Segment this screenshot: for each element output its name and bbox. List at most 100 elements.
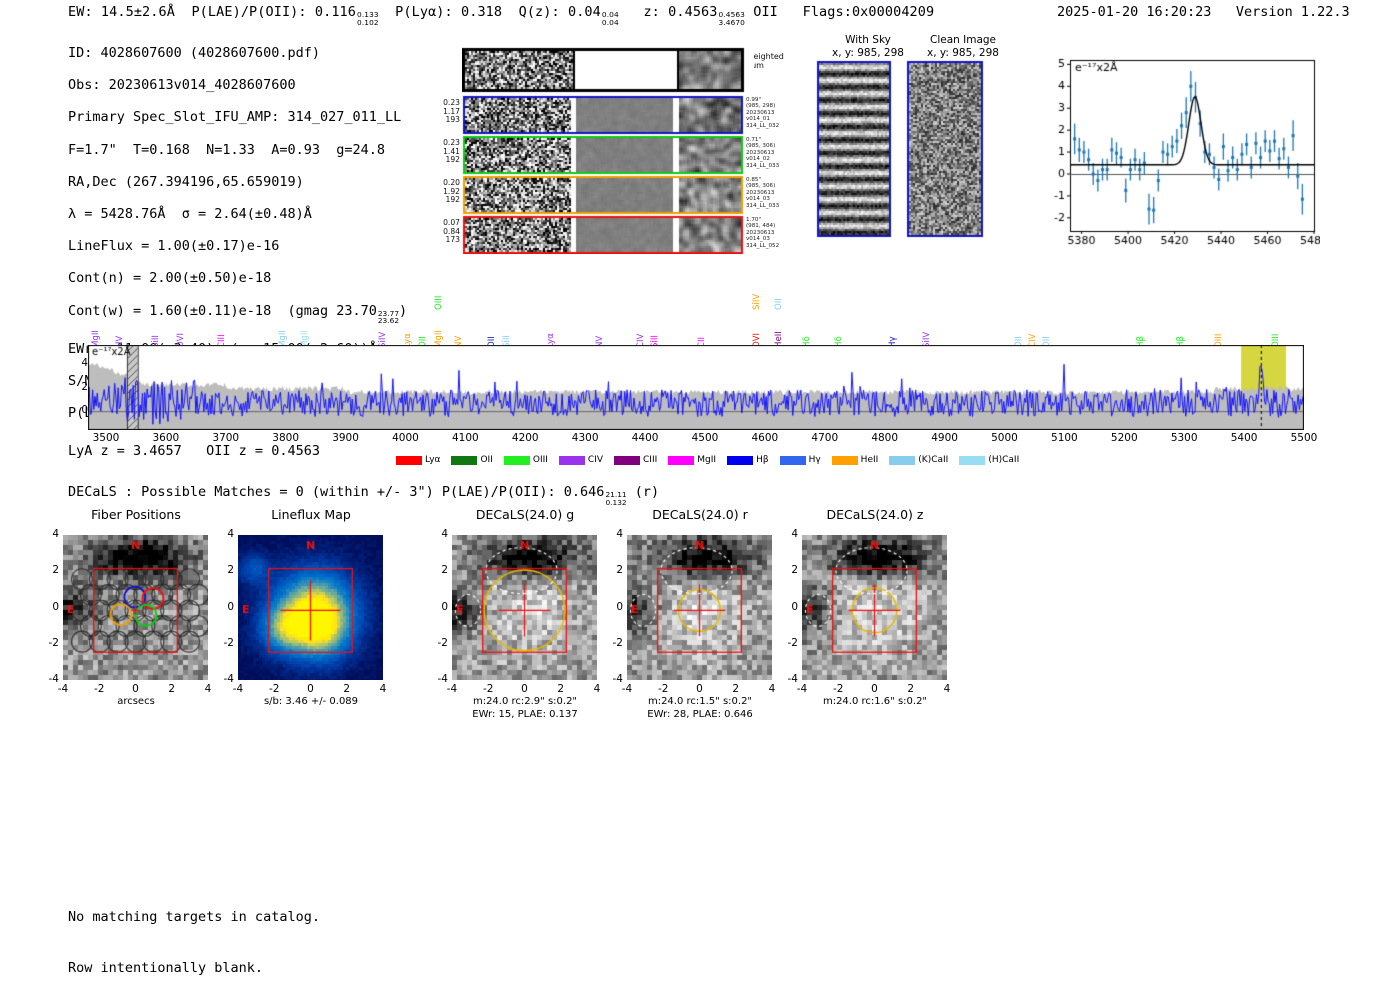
with-sky-title: With Sky x, y: 985, 298	[832, 34, 904, 59]
legend-label: MgII	[697, 455, 717, 465]
spectrum-xtick: 3900	[332, 432, 359, 444]
legend-item-OII: OII	[451, 455, 493, 465]
cutout-4-ytick: 2	[791, 564, 798, 577]
cutout-2-ytick: 4	[441, 528, 448, 540]
info-lambda: λ = 5428.76Å σ = 2.64(±0.48)Å	[68, 206, 312, 223]
cutout-caption1-4: m:24.0 rc:1.6" s:0.2"	[822, 696, 928, 707]
legend-swatch	[727, 455, 754, 465]
twod-spectra-panel: 2D Spec Pixel Flat Smoothed Weighted Sum…	[443, 32, 784, 254]
legend-item-H: Hγ	[779, 455, 821, 465]
legend-label: OII	[480, 455, 493, 465]
cutout-3-ytick: 2	[616, 564, 623, 577]
legend-swatch	[396, 455, 422, 465]
full-spectrum-plot	[88, 345, 1304, 430]
legend-item-HCaII: (H)CaII	[959, 455, 1019, 465]
cutout-0-ytick: 4	[52, 528, 59, 540]
legend-item-KCaII: (K)CaII	[889, 455, 948, 465]
line-marker-SiIV-20: SiIV	[752, 293, 762, 310]
info-radec: RA,Dec (267.394196,65.659019)	[68, 173, 304, 190]
clean-image-title: Clean Image x, y: 985, 298	[927, 34, 999, 59]
spectrum-xtick: 4700	[811, 432, 839, 444]
spec-row-4-meta: 1.70" (981, 484) 20230613 v014_03 314_LL…	[746, 217, 780, 249]
cutout-3-xtick: -2	[658, 683, 669, 695]
cutout-image-2[interactable]	[452, 535, 597, 680]
cutout-title-1: Lineflux Map	[271, 507, 351, 522]
cutout-0-ytick: 0	[52, 600, 59, 613]
spectrum-xtick: 4100	[452, 432, 479, 444]
cutout-1-ytick: 2	[227, 564, 234, 577]
spectrum-ytick: 4	[81, 356, 88, 369]
cutout-1-xtick: -2	[269, 683, 280, 695]
legend-swatch	[889, 455, 916, 465]
cutout-3-xtick: 0	[696, 683, 703, 695]
spectrum-xtick: 5400	[1230, 432, 1258, 444]
spectrum-xtick: 5100	[1051, 432, 1078, 444]
cutout-4-ytick: -4	[787, 673, 798, 685]
cutout-title-4: DECaLS(24.0) z	[826, 507, 924, 522]
legend-item-CIV: CIV	[558, 455, 603, 465]
cutout-4-ytick: 4	[791, 528, 798, 540]
spectrum-xtick: 5000	[991, 432, 1018, 444]
cutout-2-xtick: -4	[446, 683, 458, 695]
footer-line1: No matching targets in catalog.	[68, 909, 320, 925]
cutout-3-xtick: 2	[732, 683, 740, 695]
full-spectrum-canvas	[88, 345, 1304, 430]
plae-label: P(LAE)/P(OII):	[191, 4, 307, 20]
cutout-0-ytick: -4	[48, 673, 59, 685]
cutout-title-3: DECaLS(24.0) r	[652, 507, 748, 522]
ew-label: EW:	[68, 4, 93, 20]
spec-row-1-meta: 0.99" (985, 298) 20230613 v014_01 314_LL…	[746, 97, 780, 129]
plae-errors: 0.133 0.102	[357, 10, 379, 27]
legend-label: OIII	[532, 455, 548, 465]
cutout-caption1-3: m:24.0 rc:1.5" s:0.2"	[647, 696, 753, 707]
spectrum-xtick: 4600	[751, 432, 779, 444]
cutout-caption2-3: EWr: 28, PLAE: 0.646	[647, 709, 753, 720]
legend-label: (K)CaII	[918, 455, 949, 465]
legend-item-HeII: HeII	[831, 455, 879, 465]
ew-value: 14.5±2.6Å	[100, 4, 175, 20]
cutout-2-ytick: -4	[437, 673, 448, 685]
legend-item-OIII: OIII	[503, 455, 548, 465]
cutout-image-0[interactable]	[63, 535, 208, 680]
z-label: z:	[643, 4, 660, 20]
info-redshifts: LyA z = 3.4657 OII z = 0.4563	[68, 443, 320, 460]
cutout-2-ytick: -2	[437, 636, 448, 649]
cutout-2-ytick: 2	[441, 564, 448, 577]
cutout-4-xtick: 2	[907, 683, 915, 695]
legend-swatch	[959, 455, 986, 465]
cutout-0-ytick: 2	[52, 564, 59, 577]
spectrum-xtick: 4400	[631, 432, 659, 444]
header-summary-line: EW: 14.5±2.6Å P(LAE)/P(OII): 0.116 0.133 0…	[68, 4, 934, 26]
spectrum-xtick: 4800	[871, 432, 899, 444]
cutout-title-2: DECaLS(24.0) g	[475, 507, 575, 522]
decals-header: DECaLS : Possible Matches = 0 (within +/…	[68, 484, 660, 507]
legend-item-CIII: CIII	[614, 455, 657, 465]
cutout-image-3[interactable]	[627, 535, 772, 680]
cutout-0-xtick: -4	[57, 683, 69, 695]
cutout-3-ytick: -4	[612, 673, 623, 685]
z-errors: 0.4563 3.4670	[718, 10, 745, 27]
cutout-1-ytick: 4	[227, 528, 234, 540]
legend-item-Ly: Lyα	[396, 455, 440, 465]
flags-value: Flags:0x00004209	[802, 4, 935, 20]
footer-line2: Row intentionally blank.	[68, 960, 264, 976]
cutout-1-ytick: -2	[223, 636, 234, 649]
legend-label: HeII	[860, 455, 879, 465]
spec-row-1-stats: 0.23 1.17 193	[443, 98, 460, 125]
cutout-title-0: Fiber Positions	[91, 507, 181, 522]
cutout-image-1[interactable]	[238, 535, 383, 680]
twod-spectra-canvas	[462, 32, 754, 254]
legend-label: CIII	[643, 455, 658, 465]
line-marker-OII-22: OII	[774, 298, 784, 310]
spectrum-xtick: 3700	[212, 432, 240, 444]
line-legend: Lyα OII OIII CIV CIII MgII Hβ Hγ HeII (K)CaII (H)C…	[396, 455, 1019, 465]
cutout-1-xtick: 0	[307, 683, 314, 695]
cutout-3-xtick: -4	[621, 683, 633, 695]
cutout-4-ytick: 0	[791, 600, 798, 613]
qz-value: 0.04	[567, 4, 601, 20]
cutout-image-4[interactable]	[802, 535, 947, 680]
legend-item-MgII: MgII	[668, 455, 716, 465]
emission-line-zoom-plot	[1030, 52, 1320, 257]
spectrum-xtick: 5200	[1110, 432, 1138, 444]
spectrum-ytick: 2	[81, 380, 88, 393]
